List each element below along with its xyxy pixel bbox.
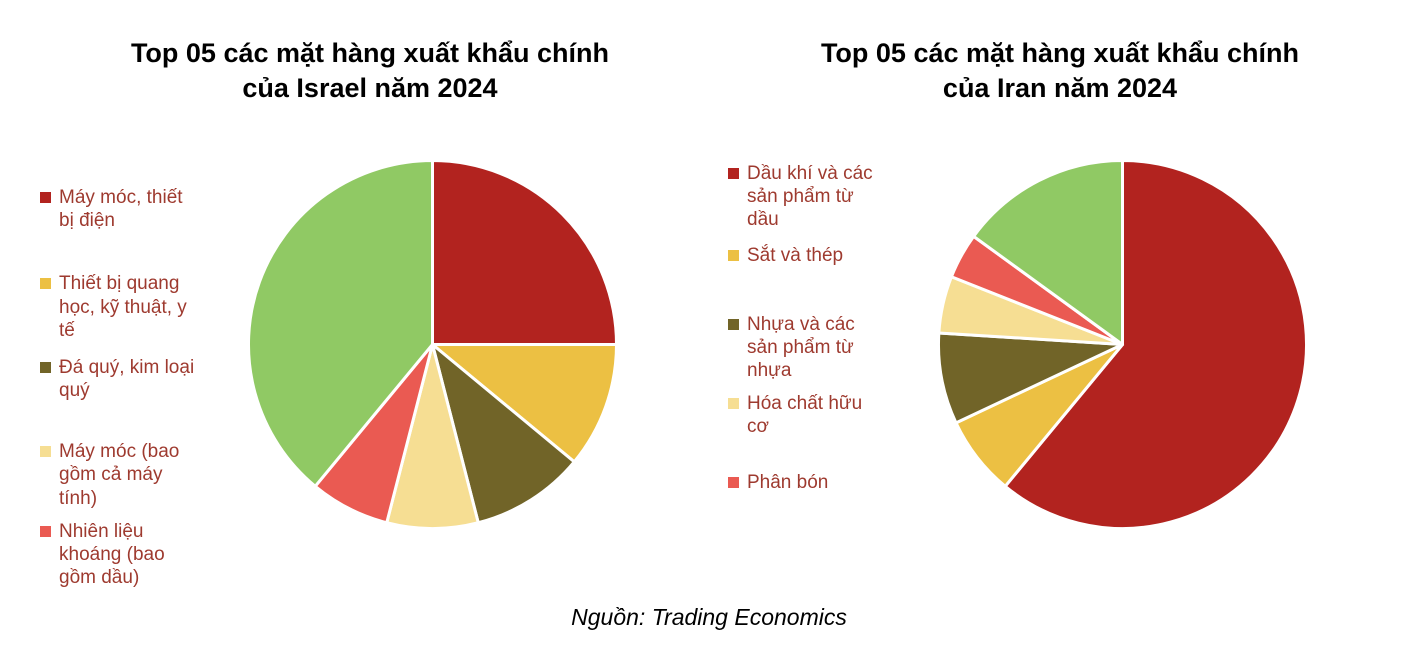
pie-slice	[385, 343, 480, 530]
iran-chart-title: Top 05 các mặt hàng xuất khẩu chính của …	[770, 36, 1350, 106]
israel-pie-chart	[247, 159, 618, 530]
iran-legend: Dầu khí và các sản phẩm từ dầu Sắt và th…	[728, 162, 882, 494]
legend-marker-square	[728, 249, 739, 261]
legend-label: Hóa chất hữu cơ	[747, 393, 863, 438]
legend-label: Thiết bị quang học, kỹ thuật, y tế	[59, 273, 187, 341]
legend-label: Nhựa và các sản phẩm từ nhựa	[747, 313, 855, 382]
pie-slice	[431, 159, 618, 346]
pie-slice	[247, 159, 434, 488]
source-note: Nguồn: Trading Economics	[571, 604, 847, 630]
legend-label: Máy móc, thiết bị điện	[59, 187, 183, 232]
iran-chart-title-line2: của Iran năm 2024	[942, 73, 1178, 104]
israel-legend: Máy móc, thiết bị điện Thiết bị quang họ…	[40, 186, 200, 589]
legend-marker-square	[40, 525, 51, 537]
legend-item: Hóa chất hữu cơ	[728, 392, 882, 438]
legend-item: Máy móc, thiết bị điện	[40, 186, 200, 232]
legend-label: Sắt và thép	[747, 244, 844, 266]
pie-slice	[1003, 159, 1308, 530]
pie-slice	[972, 159, 1124, 346]
iran-chart-title-line1: Top 05 các mặt hàng xuất khẩu chính	[820, 38, 1300, 68]
legend-marker-square	[40, 278, 51, 290]
legend-label: Nhiên liệu khoáng (bao gồm dầu)	[59, 520, 165, 589]
legend-label: Phân bón	[747, 471, 829, 493]
legend-label: Máy móc (bao gồm cả máy tính)	[59, 441, 180, 509]
legend-marker-square	[40, 192, 51, 203]
israel-chart-title-line2: của Israel năm 2024	[242, 73, 498, 104]
pie-slice	[937, 331, 1124, 425]
legend-item: Máy móc (bao gồm cả máy tính)	[40, 440, 200, 510]
legend-marker-square	[40, 446, 51, 458]
legend-marker-square	[40, 361, 51, 373]
pie-slice	[431, 343, 618, 464]
legend-item: Nhiên liệu khoáng (bao gồm dầu)	[40, 520, 200, 590]
legend-marker-square	[728, 168, 739, 179]
legend-item: Sắt và thép	[728, 244, 882, 267]
legend-item: Nhựa và các sản phẩm từ nhựa	[728, 313, 882, 383]
legend-marker-square	[728, 318, 739, 330]
legend-label: Đá quý, kim loại quý	[59, 356, 195, 402]
legend-item: Thiết bị quang học, kỹ thuật, y tế	[40, 272, 200, 342]
legend-item: Dầu khí và các sản phẩm từ dầu	[728, 162, 882, 232]
israel-chart-title-line1: Top 05 các mặt hàng xuất khẩu chính	[130, 38, 610, 68]
israel-chart-title: Top 05 các mặt hàng xuất khẩu chính của …	[70, 36, 670, 106]
legend-label: Dầu khí và các sản phẩm từ dầu	[747, 163, 873, 231]
legend-marker-square	[728, 476, 739, 488]
legend-item: Phân bón	[728, 471, 882, 494]
iran-pie-chart	[937, 159, 1308, 530]
legend-item: Đá quý, kim loại quý	[40, 356, 200, 402]
legend-marker-square	[728, 398, 739, 410]
